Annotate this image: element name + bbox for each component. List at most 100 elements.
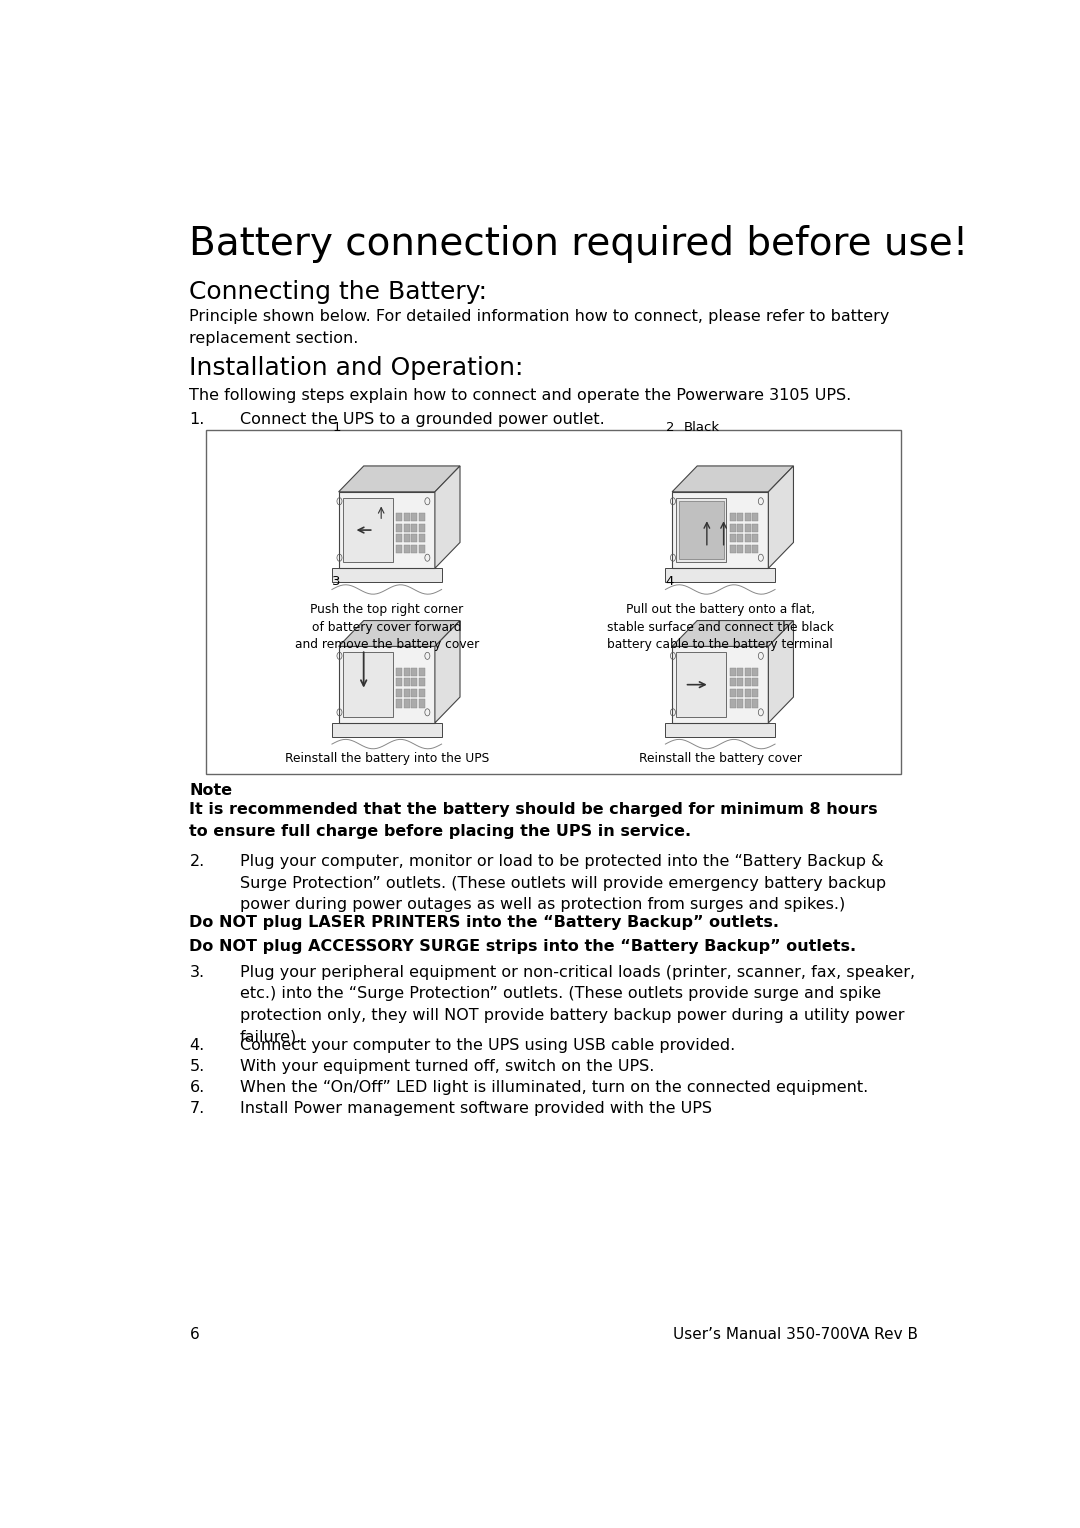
Polygon shape [419, 535, 424, 542]
Text: Battery connection required before use!: Battery connection required before use! [189, 225, 969, 263]
Polygon shape [753, 689, 758, 697]
Polygon shape [730, 535, 735, 542]
Polygon shape [404, 524, 409, 532]
Polygon shape [419, 689, 424, 697]
Polygon shape [753, 545, 758, 553]
Polygon shape [419, 700, 424, 707]
Polygon shape [396, 513, 402, 521]
Text: Connect your computer to the UPS using USB cable provided.: Connect your computer to the UPS using U… [240, 1038, 734, 1053]
Polygon shape [404, 700, 409, 707]
Polygon shape [435, 620, 460, 723]
Polygon shape [753, 678, 758, 686]
Text: Connecting the Battery:: Connecting the Battery: [189, 280, 487, 304]
Text: Reinstall the battery cover: Reinstall the battery cover [638, 752, 801, 764]
Text: Push the top right corner
of battery cover forward
and remove the battery cover: Push the top right corner of battery cov… [295, 604, 478, 651]
Polygon shape [339, 646, 435, 723]
Polygon shape [753, 535, 758, 542]
Polygon shape [738, 678, 743, 686]
Polygon shape [745, 545, 751, 553]
Text: 3.: 3. [189, 964, 204, 979]
Polygon shape [665, 723, 775, 736]
Polygon shape [672, 620, 794, 646]
Polygon shape [339, 492, 435, 568]
Text: 1: 1 [333, 420, 341, 434]
Text: 2: 2 [666, 420, 674, 434]
Polygon shape [730, 524, 735, 532]
Text: User’s Manual 350-700VA Rev B: User’s Manual 350-700VA Rev B [673, 1326, 918, 1342]
Polygon shape [419, 545, 424, 553]
FancyBboxPatch shape [342, 652, 393, 717]
Polygon shape [768, 620, 794, 723]
Polygon shape [411, 513, 417, 521]
Polygon shape [419, 513, 424, 521]
Polygon shape [411, 700, 417, 707]
Polygon shape [745, 678, 751, 686]
Polygon shape [411, 689, 417, 697]
Polygon shape [730, 678, 735, 686]
Text: It is recommended that the battery should be charged for minimum 8 hours
to ensu: It is recommended that the battery shoul… [189, 802, 878, 839]
Polygon shape [730, 545, 735, 553]
Text: Connect the UPS to a grounded power outlet.: Connect the UPS to a grounded power outl… [240, 411, 605, 426]
Polygon shape [745, 535, 751, 542]
FancyBboxPatch shape [676, 652, 727, 717]
Polygon shape [753, 668, 758, 675]
Polygon shape [753, 513, 758, 521]
Polygon shape [419, 678, 424, 686]
Text: Plug your peripheral equipment or non-critical loads (printer, scanner, fax, spe: Plug your peripheral equipment or non-cr… [240, 964, 915, 1045]
Polygon shape [738, 689, 743, 697]
Text: Principle shown below. For detailed information how to connect, please refer to : Principle shown below. For detailed info… [189, 309, 890, 345]
Text: With your equipment turned off, switch on the UPS.: With your equipment turned off, switch o… [240, 1059, 654, 1074]
Polygon shape [396, 668, 402, 675]
Text: 2.: 2. [189, 854, 204, 869]
Text: 3: 3 [333, 575, 341, 588]
Polygon shape [745, 668, 751, 675]
FancyBboxPatch shape [676, 498, 727, 562]
Text: Note: Note [189, 784, 232, 799]
Polygon shape [745, 513, 751, 521]
Text: Black: Black [685, 420, 720, 434]
Text: 5.: 5. [189, 1059, 204, 1074]
Polygon shape [411, 524, 417, 532]
Polygon shape [672, 646, 768, 723]
Polygon shape [404, 535, 409, 542]
Polygon shape [665, 568, 775, 582]
Text: 6: 6 [189, 1326, 199, 1342]
Polygon shape [339, 620, 460, 646]
Polygon shape [672, 492, 768, 568]
Polygon shape [753, 700, 758, 707]
Text: 7.: 7. [189, 1102, 204, 1115]
Polygon shape [738, 700, 743, 707]
Text: 1.: 1. [189, 411, 205, 426]
Polygon shape [730, 513, 735, 521]
Polygon shape [730, 668, 735, 675]
Polygon shape [745, 524, 751, 532]
Polygon shape [404, 545, 409, 553]
Polygon shape [404, 513, 409, 521]
FancyBboxPatch shape [679, 501, 724, 559]
Polygon shape [738, 545, 743, 553]
Polygon shape [396, 524, 402, 532]
Polygon shape [396, 535, 402, 542]
Polygon shape [396, 545, 402, 553]
Polygon shape [768, 466, 794, 568]
Text: Installation and Operation:: Installation and Operation: [189, 356, 524, 380]
Polygon shape [745, 700, 751, 707]
Text: The following steps explain how to connect and operate the Powerware 3105 UPS.: The following steps explain how to conne… [189, 388, 852, 403]
Polygon shape [411, 535, 417, 542]
Text: 6.: 6. [189, 1080, 204, 1096]
Text: Do NOT plug LASER PRINTERS into the “Battery Backup” outlets.: Do NOT plug LASER PRINTERS into the “Bat… [189, 915, 780, 931]
Polygon shape [672, 466, 794, 492]
Polygon shape [396, 700, 402, 707]
Polygon shape [396, 689, 402, 697]
Text: 4: 4 [666, 575, 674, 588]
Text: Do NOT plug ACCESSORY SURGE strips into the “Battery Backup” outlets.: Do NOT plug ACCESSORY SURGE strips into … [189, 938, 856, 953]
Polygon shape [419, 524, 424, 532]
Polygon shape [738, 668, 743, 675]
Text: Pull out the battery onto a flat,
stable surface and connect the black
battery c: Pull out the battery onto a flat, stable… [607, 604, 834, 651]
Polygon shape [411, 668, 417, 675]
FancyBboxPatch shape [206, 431, 901, 775]
Polygon shape [404, 689, 409, 697]
Polygon shape [753, 524, 758, 532]
Text: When the “On/Off” LED light is illuminated, turn on the connected equipment.: When the “On/Off” LED light is illuminat… [240, 1080, 868, 1096]
Polygon shape [738, 524, 743, 532]
